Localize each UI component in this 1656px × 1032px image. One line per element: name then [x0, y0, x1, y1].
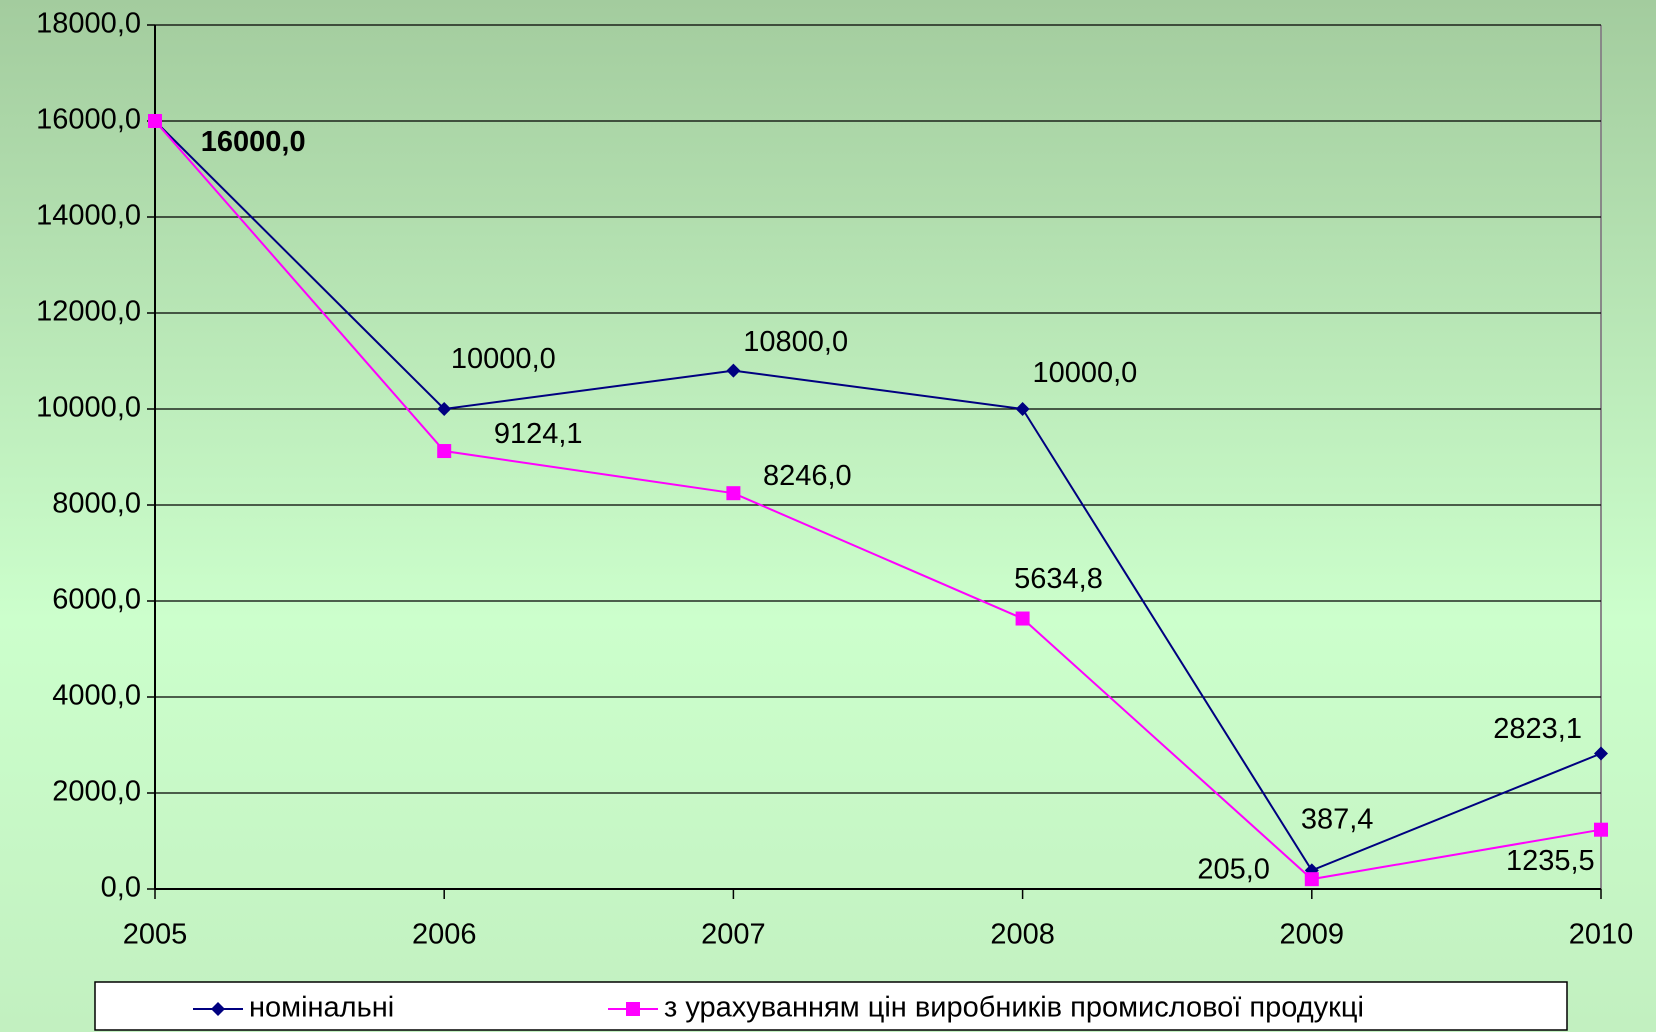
- y-tick-label: 12000,0: [36, 296, 141, 328]
- point: [626, 1002, 640, 1016]
- point: [211, 1002, 225, 1016]
- point: [726, 363, 741, 378]
- point: [1594, 746, 1608, 761]
- x-tick-label: 2008: [990, 919, 1055, 951]
- y-tick-label: 16000,0: [36, 104, 141, 136]
- y-tick-label: 4000,0: [52, 680, 141, 712]
- legend-box: [94, 981, 1568, 1031]
- y-tick-label: 18000,0: [36, 8, 141, 40]
- y-tick-label: 10000,0: [36, 392, 141, 424]
- point: [148, 114, 162, 128]
- data-label: 2823,1: [1493, 713, 1582, 745]
- point: [437, 444, 452, 459]
- data-label: 8246,0: [763, 460, 852, 492]
- x-tick-label: 2005: [123, 919, 188, 951]
- x-tick-label: 2007: [701, 919, 766, 951]
- x-tick-label: 2006: [412, 919, 477, 951]
- point: [1015, 402, 1030, 416]
- data-label: 5634,8: [1014, 563, 1103, 595]
- point: [437, 402, 452, 416]
- y-tick-label: 8000,0: [52, 488, 141, 520]
- data-label: 387,4: [1301, 803, 1374, 835]
- y-tick-label: 6000,0: [52, 584, 141, 616]
- series-line: [154, 120, 1602, 872]
- point: [1594, 822, 1608, 837]
- y-tick-label: 0,0: [101, 872, 141, 904]
- x-tick-label: 2009: [1280, 919, 1345, 951]
- data-label: 1235,5: [1506, 845, 1595, 877]
- data-label: 9124,1: [494, 418, 583, 450]
- legend-label: з урахуванням цін виробників промислової…: [664, 992, 1364, 1024]
- data-label: 10000,0: [1032, 357, 1137, 389]
- point: [1015, 611, 1030, 626]
- legend-label: номінальні: [249, 992, 394, 1024]
- y-tick-label: 2000,0: [52, 776, 141, 808]
- point: [726, 486, 741, 501]
- x-tick-label: 2010: [1569, 919, 1634, 951]
- data-label: 10800,0: [743, 326, 848, 358]
- data-label: 10000,0: [451, 343, 556, 375]
- y-tick-label: 14000,0: [36, 200, 141, 232]
- point: [1304, 872, 1319, 887]
- data-label: 16000,0: [201, 126, 306, 158]
- data-label: 205,0: [1197, 853, 1270, 885]
- series-line: [154, 120, 1602, 881]
